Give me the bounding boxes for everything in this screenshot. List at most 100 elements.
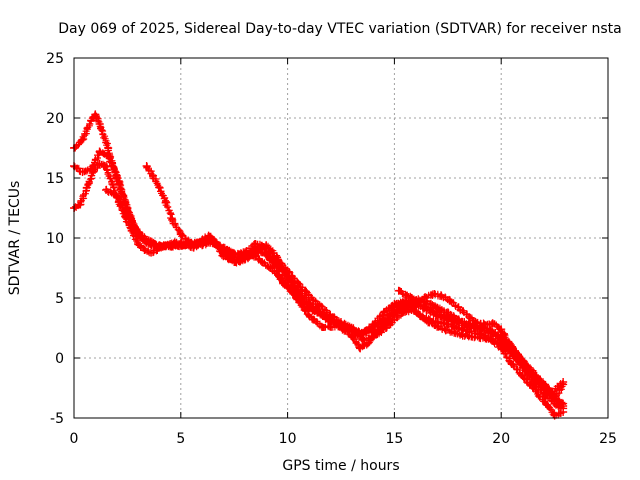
data-point	[475, 333, 484, 342]
marker-band	[70, 160, 566, 408]
data-point	[87, 116, 96, 125]
data-point	[454, 303, 463, 312]
data-point	[373, 330, 382, 338]
x-tick-label: 15	[385, 431, 403, 447]
y-tick-label: 25	[46, 51, 64, 67]
data-point	[283, 267, 292, 276]
y-tick-label: -5	[50, 411, 64, 427]
series-track-2	[70, 147, 568, 413]
data-point	[144, 236, 153, 245]
data-point	[505, 339, 514, 348]
data-point	[433, 312, 442, 320]
data-point	[142, 162, 151, 170]
data-point	[514, 351, 523, 360]
data-point	[134, 240, 143, 248]
data-point	[381, 324, 390, 332]
data-point	[76, 200, 85, 209]
data-point	[471, 318, 480, 326]
data-point	[176, 230, 185, 239]
data-point	[401, 301, 410, 310]
data-point	[326, 310, 335, 319]
data-point	[424, 318, 433, 326]
marker-band	[143, 163, 566, 402]
data-point	[390, 315, 399, 324]
data-point	[422, 306, 431, 314]
data-point	[232, 258, 241, 266]
y-tick-label: 20	[46, 111, 64, 127]
data-point	[465, 322, 474, 331]
x-axis-label: GPS time / hours	[282, 458, 399, 474]
data-point	[240, 252, 249, 260]
data-point	[539, 397, 548, 406]
data-point	[230, 249, 239, 258]
data-point	[550, 394, 559, 403]
data-point	[445, 296, 454, 305]
data-point	[428, 290, 437, 299]
data-point	[112, 171, 121, 180]
data-point	[146, 248, 155, 257]
data-point	[95, 147, 104, 156]
data-point	[433, 322, 442, 331]
x-tick-label: 5	[176, 431, 185, 447]
data-point	[304, 298, 313, 307]
data-point	[347, 332, 356, 341]
data-point	[161, 198, 170, 206]
x-tick-label: 20	[492, 431, 510, 447]
data-point	[458, 331, 467, 340]
data-marks	[70, 110, 568, 420]
data-point	[364, 334, 373, 343]
data-point	[518, 372, 527, 380]
data-point	[166, 242, 175, 251]
data-point	[309, 315, 318, 324]
x-tick-label: 10	[279, 431, 297, 447]
data-point	[155, 183, 164, 192]
data-point	[443, 315, 452, 324]
data-point	[272, 253, 281, 262]
data-point	[78, 168, 87, 176]
data-point	[78, 135, 87, 144]
x-tick-label: 0	[70, 431, 79, 447]
data-point	[559, 399, 568, 408]
data-point	[223, 254, 232, 263]
data-point	[347, 324, 356, 332]
data-point	[82, 183, 91, 192]
data-point	[108, 180, 117, 188]
data-point	[251, 246, 260, 254]
data-point	[102, 186, 111, 194]
data-point	[379, 318, 388, 326]
data-point	[123, 210, 132, 218]
y-axis-label: SDTVAR / TECUs	[7, 181, 23, 296]
marker-band	[70, 147, 565, 412]
data-point	[104, 144, 113, 152]
data-point	[484, 334, 493, 343]
x-tick-labels: 0 5 10 15 20 25	[70, 431, 617, 447]
data-point	[153, 246, 162, 254]
data-point	[480, 320, 489, 329]
series-track-5	[142, 162, 568, 403]
data-point	[257, 258, 266, 266]
data-point	[102, 162, 111, 170]
data-point	[403, 291, 412, 300]
data-point	[390, 308, 399, 317]
y-tick-label: 15	[46, 171, 64, 187]
data-point	[140, 246, 149, 254]
data-point	[441, 326, 450, 335]
data-point	[394, 286, 403, 295]
data-point	[208, 238, 217, 247]
data-point	[463, 310, 472, 319]
data-point	[522, 363, 531, 372]
y-tick-label: 5	[55, 291, 64, 307]
data-point	[486, 327, 495, 336]
data-point	[411, 296, 420, 305]
data-point	[134, 228, 143, 236]
data-point	[219, 243, 228, 252]
data-point	[492, 338, 501, 347]
data-point	[531, 373, 540, 382]
data-point	[89, 168, 98, 176]
data-point	[155, 241, 164, 250]
data-point	[337, 318, 345, 326]
data-point	[450, 328, 459, 337]
data-point	[548, 387, 557, 396]
data-point	[294, 279, 303, 288]
